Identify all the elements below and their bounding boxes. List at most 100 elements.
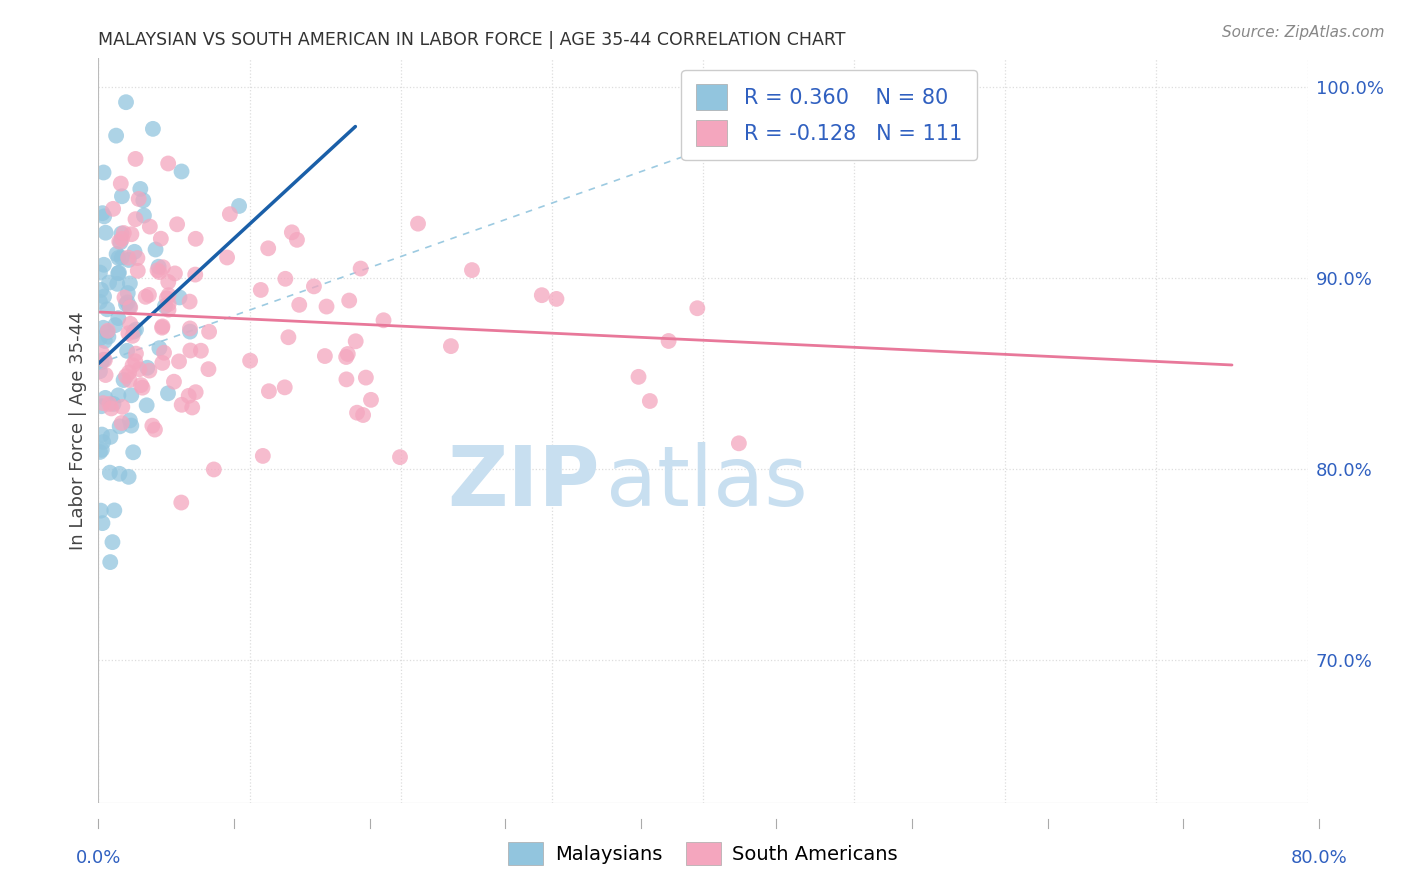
Point	[117, 251, 139, 265]
Point	[103, 397, 125, 411]
Point	[136, 360, 159, 375]
Point	[335, 372, 357, 386]
Point	[121, 359, 143, 373]
Point	[124, 354, 146, 368]
Point	[198, 325, 221, 339]
Text: MALAYSIAN VS SOUTH AMERICAN IN LABOR FORCE | AGE 35-44 CORRELATION CHART: MALAYSIAN VS SOUTH AMERICAN IN LABOR FOR…	[98, 31, 846, 49]
Point	[97, 330, 120, 344]
Point	[111, 251, 134, 265]
Point	[218, 207, 240, 221]
Point	[105, 128, 128, 143]
Point	[157, 302, 180, 317]
Point	[114, 291, 136, 305]
Point	[127, 264, 149, 278]
Point	[156, 291, 179, 305]
Point	[120, 418, 142, 433]
Point	[90, 442, 112, 457]
Point	[107, 266, 129, 280]
Text: 0.0%: 0.0%	[76, 849, 121, 867]
Point	[118, 277, 141, 291]
Point	[152, 319, 174, 334]
Point	[285, 233, 308, 247]
Text: Source: ZipAtlas.com: Source: ZipAtlas.com	[1222, 25, 1385, 40]
Point	[120, 388, 142, 402]
Point	[314, 349, 336, 363]
Point	[132, 194, 155, 208]
Point	[112, 226, 135, 240]
Point	[115, 95, 138, 110]
Point	[686, 301, 709, 316]
Point	[111, 189, 134, 203]
Point	[101, 535, 124, 549]
Point	[156, 386, 179, 401]
Text: atlas: atlas	[606, 442, 808, 523]
Point	[181, 401, 204, 415]
Point	[108, 419, 131, 434]
Point	[111, 232, 134, 246]
Point	[148, 260, 170, 274]
Point	[170, 164, 193, 178]
Point	[91, 396, 114, 410]
Point	[117, 326, 139, 341]
Point	[132, 209, 155, 223]
Point	[124, 244, 146, 259]
Point	[406, 217, 429, 231]
Point	[217, 251, 239, 265]
Point	[115, 343, 138, 358]
Point	[120, 301, 142, 315]
Point	[111, 400, 134, 414]
Point	[336, 347, 359, 361]
Point	[91, 320, 114, 334]
Point	[90, 346, 112, 360]
Point	[346, 406, 368, 420]
Point	[94, 368, 117, 382]
Point	[93, 352, 115, 367]
Point	[93, 210, 115, 224]
Point	[98, 555, 121, 569]
Point	[121, 328, 143, 343]
Point	[249, 283, 271, 297]
Point	[440, 339, 463, 353]
Point	[93, 165, 115, 179]
Point	[315, 300, 337, 314]
Point	[148, 265, 170, 279]
Point	[252, 449, 274, 463]
Point	[128, 192, 150, 206]
Point	[108, 467, 131, 481]
Point	[104, 318, 127, 333]
Point	[257, 241, 280, 255]
Point	[98, 466, 121, 480]
Point	[152, 260, 174, 275]
Point	[124, 152, 146, 166]
Point	[94, 226, 117, 240]
Point	[184, 268, 207, 282]
Point	[98, 397, 121, 411]
Point	[169, 290, 191, 304]
Point	[354, 370, 377, 384]
Point	[112, 373, 135, 387]
Point	[150, 320, 173, 334]
Point	[274, 272, 297, 286]
Point	[101, 202, 124, 216]
Point	[288, 298, 311, 312]
Point	[93, 289, 115, 303]
Point	[129, 182, 152, 196]
Point	[184, 385, 207, 400]
Point	[89, 445, 111, 459]
Point	[89, 294, 111, 309]
Point	[100, 401, 122, 416]
Point	[360, 392, 382, 407]
Point	[103, 503, 125, 517]
Point	[228, 199, 250, 213]
Point	[127, 251, 149, 265]
Point	[115, 369, 138, 384]
Point	[91, 435, 114, 450]
Point	[170, 495, 193, 509]
Point	[149, 232, 172, 246]
Point	[167, 354, 190, 368]
Point	[277, 330, 299, 344]
Point	[110, 177, 132, 191]
Point	[350, 261, 373, 276]
Point	[96, 325, 118, 339]
Point	[122, 325, 145, 339]
